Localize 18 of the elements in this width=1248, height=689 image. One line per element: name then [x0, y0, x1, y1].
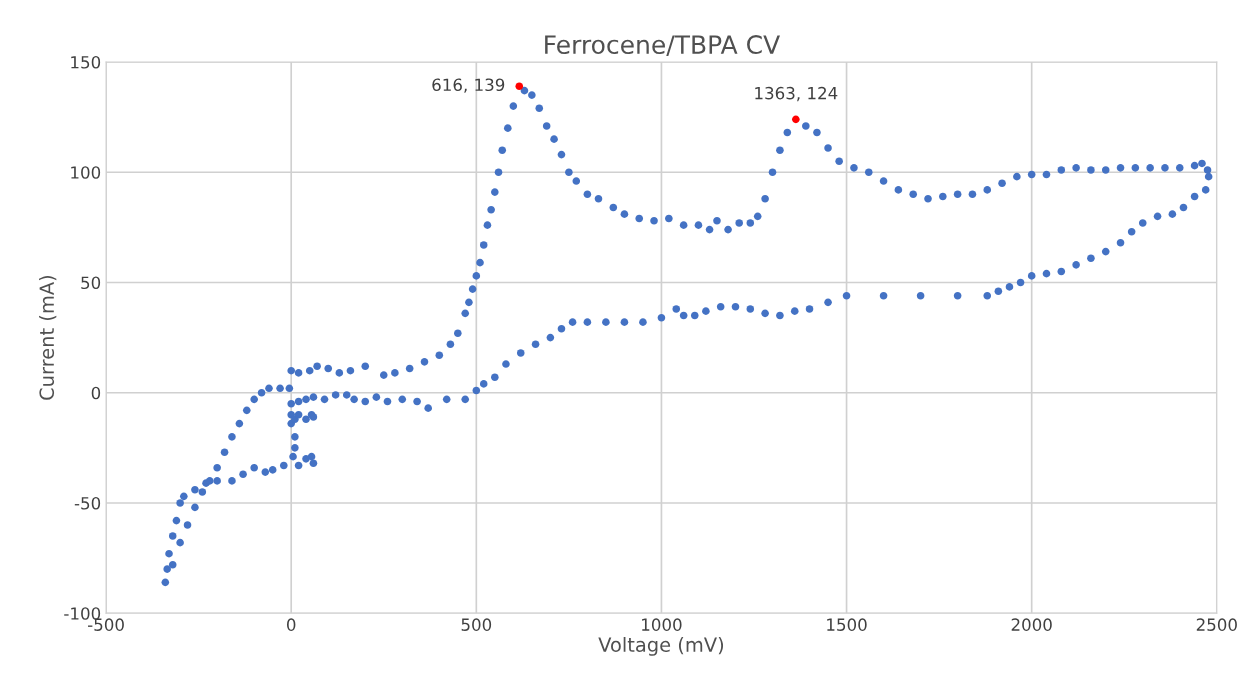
y-tick-label: 0: [91, 386, 101, 400]
y-tick-label: -100: [64, 607, 101, 620]
x-tick-label: 1000: [642, 618, 682, 631]
x-tick-label: 0: [287, 618, 296, 631]
y-tick-label: 150: [71, 55, 101, 69]
y-tick-label: 100: [71, 166, 101, 179]
x-tick-label: 2500: [1196, 618, 1237, 631]
annotation: 1363, 124: [755, 86, 838, 102]
y-tick-label: -50: [74, 496, 101, 510]
x-axis-title: Voltage (mV): [598, 636, 724, 656]
x-tick-label: -500: [87, 618, 124, 631]
y-tick-label: 50: [81, 276, 101, 290]
y-axis-title: Current (mA): [39, 275, 57, 400]
x-tick-label: 2000: [1011, 618, 1052, 631]
x-tick-label: 1500: [827, 618, 867, 631]
x-tick-label: 500: [461, 618, 492, 631]
annotation: 616, 139: [432, 78, 505, 93]
chart-title: Ferrocene/TBPA CV: [545, 35, 780, 56]
